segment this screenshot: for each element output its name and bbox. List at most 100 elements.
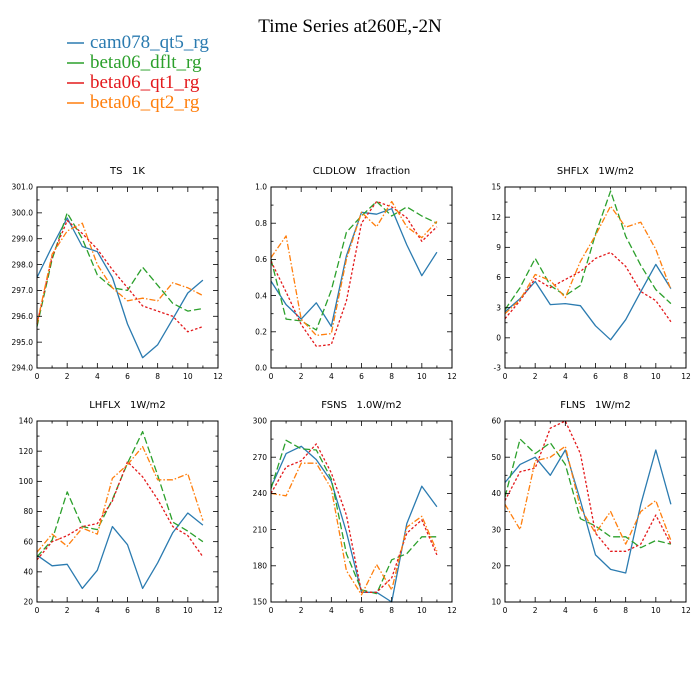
- panel-title: FSNS 1.0W/m2: [321, 400, 402, 411]
- y-tick-label: 140: [19, 417, 34, 426]
- series-line-beta06_qt1_rg: [270, 443, 438, 593]
- series-line-cam078_qt5_rg: [36, 217, 204, 359]
- y-tick-label: 296.0: [12, 312, 34, 321]
- series-line-cam078_qt5_rg: [504, 449, 672, 574]
- x-tick-label: 2: [65, 606, 70, 615]
- legend-label: beta06_qt2_rg: [90, 92, 200, 113]
- series-line-beta06_dflt_rg: [36, 212, 204, 327]
- x-tick-label: 8: [623, 606, 628, 615]
- legend-item-cam078_qt5_rg: cam078_qt5_rg: [67, 32, 209, 53]
- y-tick-label: 0.0: [255, 364, 267, 373]
- y-tick-label: 30: [491, 525, 501, 534]
- series-line-cam078_qt5_rg: [270, 445, 438, 603]
- x-tick-label: 4: [563, 372, 568, 381]
- x-tick-label: 12: [447, 606, 457, 615]
- series-line-beta06_qt1_rg: [36, 461, 204, 561]
- figure-title: Time Series at260E,-2N: [258, 16, 442, 37]
- series-group: [36, 430, 204, 590]
- panel-4: FSNS 1.0W/m2 0 2 4 6 8 10 12 150 180 210 240 270 300: [253, 400, 457, 615]
- panel-3: LHFLX 1W/m2 0 2 4 6 8 10 12 20 40 60 80 100 120 140: [19, 400, 223, 615]
- x-tick-label: 8: [623, 372, 628, 381]
- x-tick-label: 10: [651, 606, 661, 615]
- series-line-beta06_qt2_rg: [504, 445, 672, 545]
- y-tick-label: 12: [491, 213, 501, 222]
- y-tick-label: 60: [491, 417, 501, 426]
- y-tick-label: 299.0: [12, 234, 34, 243]
- series-group: [36, 212, 204, 359]
- x-tick-label: 10: [651, 372, 661, 381]
- panel-title: SHFLX 1W/m2: [557, 166, 634, 177]
- legend-item-beta06_dflt_rg: beta06_dflt_rg: [67, 52, 202, 73]
- y-tick-label: 20: [23, 598, 33, 607]
- x-tick-label: 2: [299, 372, 304, 381]
- x-tick-label: 12: [213, 372, 223, 381]
- legend: cam078_qt5_rgbeta06_dflt_rgbeta06_qt1_rg…: [67, 32, 209, 113]
- y-tick-label: 100: [19, 477, 34, 486]
- y-tick-label: 210: [253, 525, 268, 534]
- y-tick-label: 180: [253, 562, 268, 571]
- series-line-beta06_dflt_rg: [270, 200, 438, 331]
- x-tick-label: 6: [125, 606, 130, 615]
- series-line-beta06_dflt_rg: [36, 430, 204, 558]
- legend-label: cam078_qt5_rg: [90, 32, 209, 53]
- series-group: [504, 190, 672, 341]
- legend-label: beta06_dflt_rg: [90, 52, 202, 73]
- y-tick-label: 300.0: [12, 209, 34, 218]
- x-tick-label: 10: [183, 606, 193, 615]
- x-tick-label: 12: [681, 372, 691, 381]
- x-tick-label: 12: [681, 606, 691, 615]
- y-tick-label: 0.2: [255, 328, 267, 337]
- panel-title: LHFLX 1W/m2: [89, 400, 166, 411]
- x-tick-label: 0: [35, 372, 40, 381]
- y-tick-label: 20: [491, 562, 501, 571]
- series-line-cam078_qt5_rg: [36, 512, 204, 590]
- y-tick-label: 40: [23, 568, 33, 577]
- legend-item-beta06_qt1_rg: beta06_qt1_rg: [67, 72, 200, 93]
- x-tick-label: 0: [35, 606, 40, 615]
- y-tick-label: 240: [253, 489, 268, 498]
- y-tick-label: 15: [491, 183, 501, 192]
- panel-title: TS 1K: [109, 166, 145, 177]
- plot-frame: [504, 420, 687, 603]
- plot-frame: [36, 186, 219, 369]
- plot-frame: [36, 420, 219, 603]
- y-tick-label: -3: [494, 364, 502, 373]
- series-group: [270, 439, 438, 603]
- x-tick-label: 12: [213, 606, 223, 615]
- x-tick-label: 10: [417, 606, 427, 615]
- plot-frame: [504, 186, 687, 369]
- panel-0: TS 1K 0 2 4 6 8 10 12 294.0 295.0 296.0 297.0 298.0 2…: [12, 166, 223, 381]
- x-tick-label: 8: [389, 606, 394, 615]
- y-tick-label: 10: [491, 598, 501, 607]
- y-tick-label: 294.0: [12, 364, 34, 373]
- y-tick-label: 0.8: [255, 219, 267, 228]
- panel-title: CLDLOW 1fraction: [313, 166, 411, 177]
- x-tick-label: 6: [593, 372, 598, 381]
- x-tick-label: 4: [329, 372, 334, 381]
- y-tick-label: 301.0: [12, 183, 34, 192]
- series-line-beta06_qt2_rg: [270, 462, 438, 596]
- x-tick-label: 0: [269, 606, 274, 615]
- panel-1: CLDLOW 1fraction 0 2 4 6 8 10 12 0.0 0.2 0.4 0.6 0.8…: [255, 166, 457, 381]
- y-tick-label: 3: [496, 303, 501, 312]
- x-tick-label: 8: [155, 372, 160, 381]
- legend-item-beta06_qt2_rg: beta06_qt2_rg: [67, 92, 200, 113]
- y-tick-label: 50: [491, 453, 501, 462]
- y-tick-label: 1.0: [255, 183, 267, 192]
- series-line-beta06_qt2_rg: [504, 205, 672, 315]
- y-tick-label: 120: [19, 447, 34, 456]
- y-tick-label: 297.0: [12, 286, 34, 295]
- series-line-beta06_qt2_rg: [36, 445, 204, 553]
- x-tick-label: 4: [329, 606, 334, 615]
- y-tick-label: 40: [491, 489, 501, 498]
- y-tick-label: 150: [253, 598, 268, 607]
- x-tick-label: 6: [593, 606, 598, 615]
- x-tick-label: 4: [95, 606, 100, 615]
- y-tick-label: 295.0: [12, 338, 34, 347]
- x-tick-label: 12: [447, 372, 457, 381]
- x-tick-label: 2: [299, 606, 304, 615]
- y-tick-label: 300: [253, 417, 268, 426]
- y-tick-label: 6: [496, 273, 501, 282]
